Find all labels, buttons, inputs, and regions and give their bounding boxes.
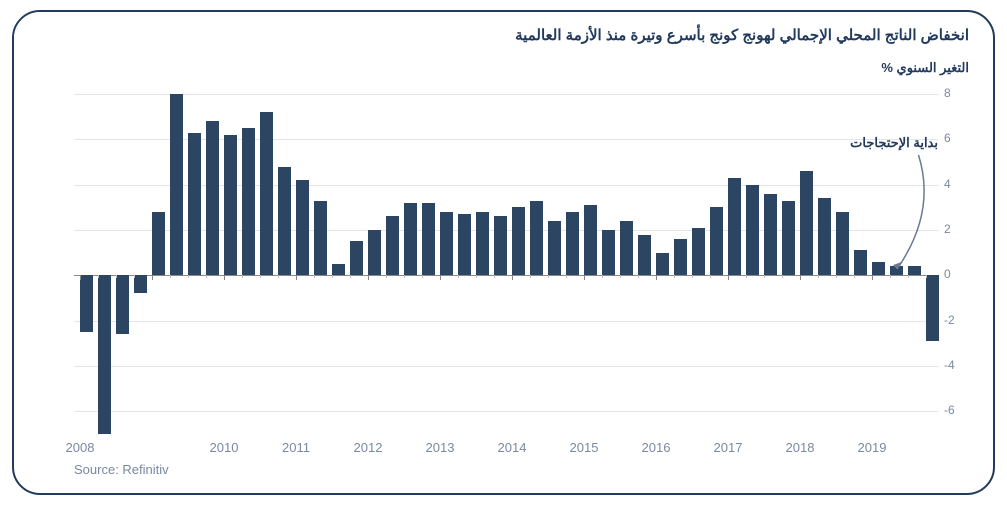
x-tick-label: 2010 <box>199 440 249 455</box>
bar <box>926 275 939 341</box>
chart-frame: انخفاض الناتج المحلي الإجمالي لهونج كونج… <box>12 10 995 495</box>
bar <box>188 133 201 276</box>
x-tick-label: 2016 <box>631 440 681 455</box>
bar <box>530 201 543 276</box>
bar <box>710 207 723 275</box>
bar <box>782 201 795 276</box>
bar <box>260 112 273 275</box>
plot-area <box>74 94 938 434</box>
bar <box>422 203 435 276</box>
bar <box>314 201 327 276</box>
bar <box>638 235 651 276</box>
bar <box>818 198 831 275</box>
x-tick-label: 2008 <box>55 440 105 455</box>
bar <box>854 250 867 275</box>
bar <box>332 264 345 275</box>
bar <box>116 275 129 334</box>
x-tick-label: 2013 <box>415 440 465 455</box>
bar <box>242 128 255 275</box>
x-tick-label: 2012 <box>343 440 393 455</box>
bar <box>602 230 615 275</box>
source-label: Source: Refinitiv <box>74 462 169 477</box>
bar <box>692 228 705 276</box>
bar <box>278 167 291 276</box>
bar <box>764 194 777 276</box>
bar <box>458 214 471 275</box>
chart-subtitle: التغير السنوي % <box>881 60 969 76</box>
corner-cut <box>12 10 58 56</box>
bar <box>800 171 813 275</box>
bar <box>296 180 309 275</box>
bar <box>350 241 363 275</box>
bar <box>224 135 237 276</box>
bar <box>170 94 183 275</box>
bar <box>548 221 561 275</box>
x-tick-label: 2019 <box>847 440 897 455</box>
bar <box>386 216 399 275</box>
bar <box>80 275 93 332</box>
y-tick-label: -4 <box>944 358 974 372</box>
y-tick-label: 0 <box>944 267 974 281</box>
bar <box>728 178 741 275</box>
bar <box>566 212 579 275</box>
y-tick-label: -2 <box>944 313 974 327</box>
y-tick-label: 4 <box>944 177 974 191</box>
bar <box>746 185 759 276</box>
y-tick-label: -6 <box>944 403 974 417</box>
chart-title: انخفاض الناتج المحلي الإجمالي لهونج كونج… <box>515 26 969 44</box>
annotation-arrow <box>887 145 949 279</box>
bar <box>656 253 669 276</box>
x-tick-label: 2017 <box>703 440 753 455</box>
x-tick-label: 2011 <box>271 440 321 455</box>
bar <box>206 121 219 275</box>
bar <box>368 230 381 275</box>
x-tick-label: 2015 <box>559 440 609 455</box>
bar <box>620 221 633 275</box>
bar <box>584 205 597 275</box>
x-tick-label: 2014 <box>487 440 537 455</box>
bar <box>98 275 111 434</box>
y-tick-label: 8 <box>944 86 974 100</box>
bar <box>134 275 147 293</box>
y-tick-label: 2 <box>944 222 974 236</box>
x-tick-label: 2018 <box>775 440 825 455</box>
bar <box>152 212 165 275</box>
bar <box>440 212 453 275</box>
bar <box>836 212 849 275</box>
bar <box>512 207 525 275</box>
bar <box>872 262 885 276</box>
bar <box>404 203 417 276</box>
bar <box>674 239 687 275</box>
y-tick-label: 6 <box>944 131 974 145</box>
bar <box>476 212 489 275</box>
bar <box>494 216 507 275</box>
